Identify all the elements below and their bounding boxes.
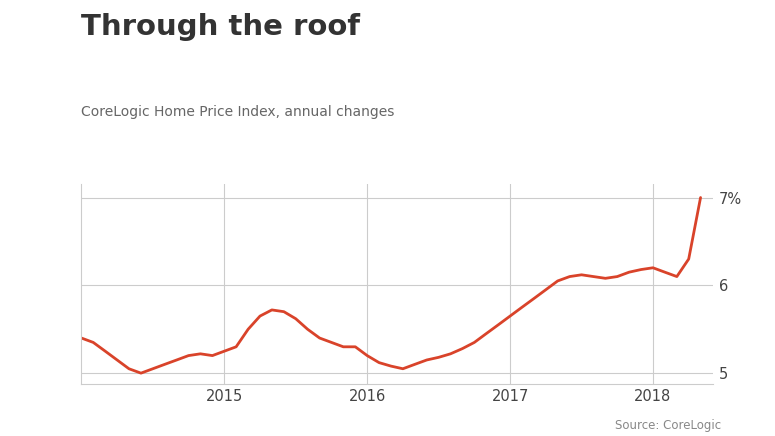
Text: CoreLogic Home Price Index, annual changes: CoreLogic Home Price Index, annual chang… [81, 105, 394, 119]
Text: Source: CoreLogic: Source: CoreLogic [615, 419, 721, 432]
Text: Through the roof: Through the roof [81, 13, 360, 41]
